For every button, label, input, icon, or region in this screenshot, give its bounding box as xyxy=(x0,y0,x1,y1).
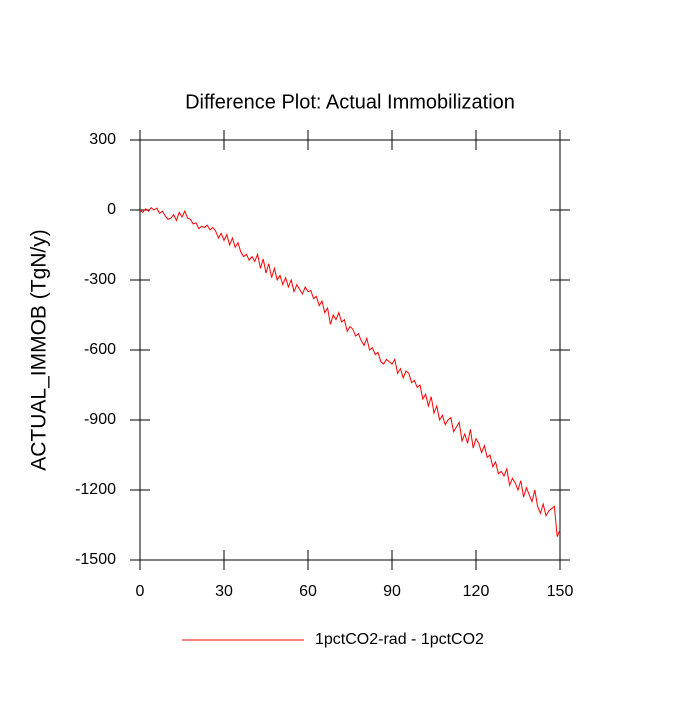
y-tick-label: -1200 xyxy=(75,481,116,498)
y-tick-label: 0 xyxy=(107,201,116,218)
y-tick-label: -600 xyxy=(84,341,116,358)
x-tick-label: 120 xyxy=(463,583,490,600)
data-line xyxy=(139,206,561,537)
plot-frame xyxy=(139,139,561,561)
y-tick-label: -300 xyxy=(84,271,116,288)
x-tick-label: 30 xyxy=(215,583,233,600)
x-tick-label: 150 xyxy=(547,583,574,600)
y-tick-label: 300 xyxy=(89,131,116,148)
x-tick-label: 90 xyxy=(383,583,401,600)
y-tick-label: -900 xyxy=(84,411,116,428)
legend-label: 1pctCO2-rad - 1pctCO2 xyxy=(315,631,484,648)
y-tick-label: -1500 xyxy=(75,551,116,568)
x-tick-label: 60 xyxy=(299,583,317,600)
x-tick-label: 0 xyxy=(136,583,145,600)
chart-title: Difference Plot: Actual Immobilization xyxy=(185,91,515,113)
y-axis-label: ACTUAL_IMMOB (TgN/y) xyxy=(28,229,51,471)
